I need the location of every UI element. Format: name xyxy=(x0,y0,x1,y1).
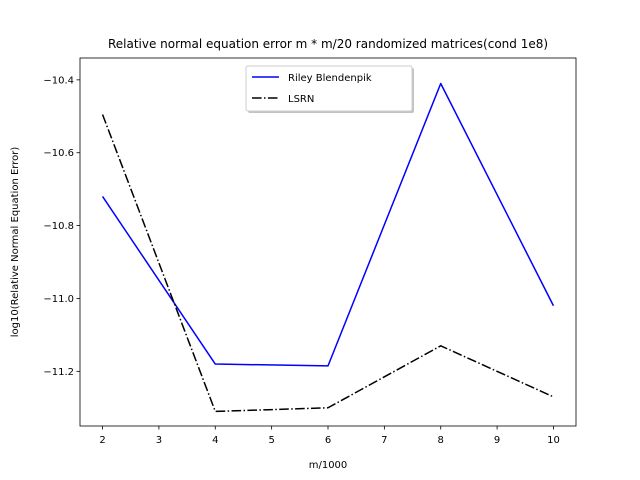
y-tick-label: −11.0 xyxy=(43,294,74,305)
x-axis-label: m/1000 xyxy=(309,460,348,471)
data-point xyxy=(552,305,554,307)
axes-frame xyxy=(79,57,577,427)
data-point xyxy=(440,82,442,84)
x-tick-label: 7 xyxy=(381,435,387,446)
y-tick-label: −10.6 xyxy=(43,148,74,159)
y-tick-label: −11.2 xyxy=(43,367,74,378)
x-tick-label: 9 xyxy=(494,435,500,446)
y-tick-label: −10.8 xyxy=(43,221,74,232)
data-point xyxy=(552,396,554,398)
data-point xyxy=(214,410,216,412)
x-tick-label: 2 xyxy=(99,435,105,446)
legend-label: Riley Blendenpik xyxy=(288,73,372,84)
legend-box xyxy=(245,65,413,112)
x-tick-label: 3 xyxy=(156,435,162,446)
x-tick-label: 8 xyxy=(438,435,444,446)
legend-label: LSRN xyxy=(288,94,314,105)
data-point xyxy=(327,407,329,409)
y-axis-label: log10(Relative Normal Equation Error) xyxy=(10,147,21,338)
x-tick-label: 4 xyxy=(212,435,218,446)
chart-title: Relative normal equation error m * m/20 … xyxy=(108,37,548,51)
legend: Riley Blendenpik LSRN xyxy=(245,65,414,113)
data-point xyxy=(101,195,103,197)
y-tick-label: −10.4 xyxy=(43,75,74,86)
x-tick-label: 5 xyxy=(268,435,274,446)
plot-area: 2 3 4 5 6 7 8 9 10 −11.2 −11.0 −10.8 −10.6 −10.4 xyxy=(43,57,577,446)
series-line-riley-blendenpik xyxy=(101,82,555,367)
data-point xyxy=(101,113,103,115)
x-tick-label: 6 xyxy=(325,435,331,446)
data-point xyxy=(440,345,442,347)
data-point xyxy=(214,363,216,365)
series-line-lsrn xyxy=(101,114,554,413)
x-tick-label: 10 xyxy=(547,435,560,446)
data-point xyxy=(327,365,329,367)
